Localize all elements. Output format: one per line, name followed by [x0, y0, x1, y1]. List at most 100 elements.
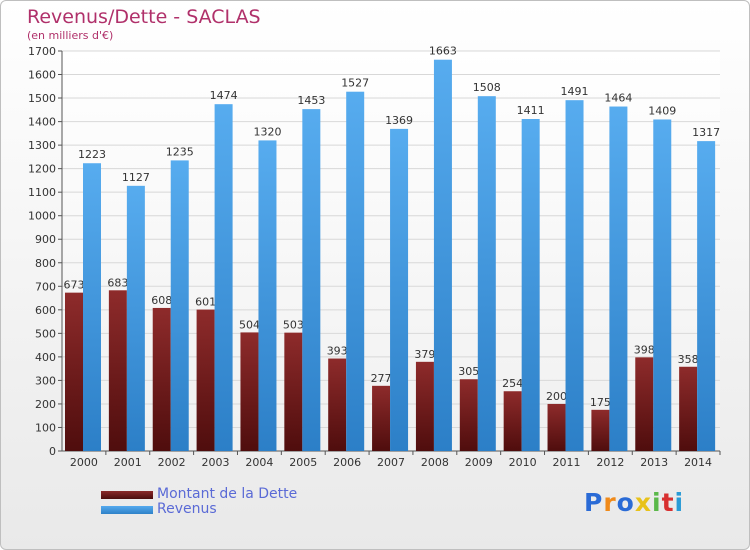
bar-debt [284, 332, 303, 451]
x-tick-label: 2010 [509, 456, 537, 469]
x-tick-label: 2003 [202, 456, 230, 469]
bar-label-revenue: 1369 [385, 114, 413, 127]
y-tick-label: 1700 [28, 45, 56, 58]
bar-label-revenue: 1317 [692, 126, 720, 139]
bar-debt [152, 307, 171, 451]
x-tick-label: 2001 [114, 456, 142, 469]
bar-revenue [477, 96, 496, 452]
legend-label-debt: Montant de la Dette [157, 486, 298, 502]
bar-revenue [565, 100, 584, 452]
y-tick-label: 600 [35, 304, 56, 317]
bar-label-revenue: 1663 [429, 45, 457, 58]
bar-revenue [170, 160, 189, 452]
bar-debt [372, 385, 391, 451]
bar-label-revenue: 1474 [210, 89, 238, 102]
bar-label-debt: 608 [151, 294, 172, 307]
x-tick-label: 2002 [158, 456, 186, 469]
bar-label-debt: 200 [546, 390, 567, 403]
bar-label-debt: 393 [327, 345, 348, 358]
bar-label-debt: 398 [634, 343, 655, 356]
y-tick-label: 100 [35, 421, 56, 434]
bar-revenue [126, 185, 145, 451]
x-tick-label: 2007 [377, 456, 405, 469]
legend-swatch-revenue [101, 506, 153, 514]
chart-title: Revenus/Dette - SACLAS [27, 6, 261, 28]
y-tick-label: 1500 [28, 92, 56, 105]
bar-debt [240, 332, 259, 451]
legend-label-revenue: Revenus [157, 501, 217, 517]
bar-label-debt: 254 [502, 377, 523, 390]
x-tick-label: 2014 [684, 456, 712, 469]
bar-debt [547, 403, 566, 451]
bar-label-revenue: 1409 [648, 104, 676, 117]
y-tick-label: 200 [35, 398, 56, 411]
x-tick-label: 2013 [640, 456, 668, 469]
bar-debt [591, 409, 610, 451]
legend-swatch-debt [101, 491, 153, 499]
bar-label-revenue: 1127 [122, 171, 150, 184]
bar-label-revenue: 1464 [604, 92, 632, 105]
bar-label-debt: 504 [239, 318, 260, 331]
bar-label-debt: 503 [283, 319, 304, 332]
bar-label-debt: 277 [371, 372, 392, 385]
bar-revenue [653, 119, 672, 452]
bar-debt [635, 357, 654, 451]
bar-label-revenue: 1411 [517, 104, 545, 117]
bar-revenue [83, 163, 101, 451]
chart-subtitle: (en milliers d'€) [27, 29, 114, 42]
bar-revenue [346, 91, 365, 452]
bar-label-debt: 379 [414, 348, 435, 361]
y-tick-label: 1300 [28, 139, 56, 152]
bar-debt [65, 292, 83, 451]
bar-label-revenue: 1223 [78, 148, 106, 161]
x-tick-label: 2004 [245, 456, 273, 469]
y-tick-label: 700 [35, 280, 56, 293]
x-tick-label: 2009 [465, 456, 493, 469]
bar-label-debt: 305 [458, 365, 479, 378]
y-tick-label: 1400 [28, 116, 56, 129]
y-tick-label: 300 [35, 374, 56, 387]
bar-label-revenue: 1527 [341, 77, 369, 90]
x-tick-label: 2012 [596, 456, 624, 469]
x-tick-label: 2006 [333, 456, 361, 469]
y-tick-label: 0 [49, 445, 56, 458]
bar-debt [108, 290, 127, 451]
bar-debt [459, 379, 478, 451]
bar-revenue [521, 119, 540, 451]
y-tick-label: 900 [35, 233, 56, 246]
y-tick-label: 1600 [28, 69, 56, 82]
proxiti-logo: Proxiti [584, 488, 685, 517]
bar-revenue [302, 109, 321, 451]
bar-revenue [609, 106, 628, 451]
x-tick-label: 2000 [70, 456, 98, 469]
bar-revenue [258, 140, 277, 452]
y-tick-label: 500 [35, 327, 56, 340]
bar-label-debt: 683 [107, 276, 128, 289]
bar-label-revenue: 1491 [561, 85, 589, 98]
bar-revenue [433, 59, 452, 452]
bar-label-revenue: 1508 [473, 81, 501, 94]
bar-label-revenue: 1235 [166, 145, 194, 158]
bar-label-debt: 601 [195, 296, 216, 309]
y-tick-label: 1000 [28, 210, 56, 223]
bar-label-revenue: 1320 [253, 125, 281, 138]
x-tick-label: 2008 [421, 456, 449, 469]
x-tick-label: 2005 [289, 456, 317, 469]
bar-debt [196, 309, 215, 451]
y-tick-label: 1200 [28, 163, 56, 176]
bar-label-revenue: 1453 [297, 94, 325, 107]
bar-revenue [697, 141, 716, 451]
x-tick-label: 2011 [552, 456, 580, 469]
bar-debt [328, 358, 347, 451]
bar-label-debt: 673 [64, 279, 85, 292]
y-tick-label: 800 [35, 257, 56, 270]
y-tick-label: 1100 [28, 186, 56, 199]
bar-debt [415, 361, 434, 451]
bar-debt [679, 366, 698, 451]
bar-revenue [390, 128, 409, 451]
bar-label-debt: 175 [590, 396, 611, 409]
bar-debt [503, 391, 522, 451]
bar-revenue [214, 104, 233, 452]
